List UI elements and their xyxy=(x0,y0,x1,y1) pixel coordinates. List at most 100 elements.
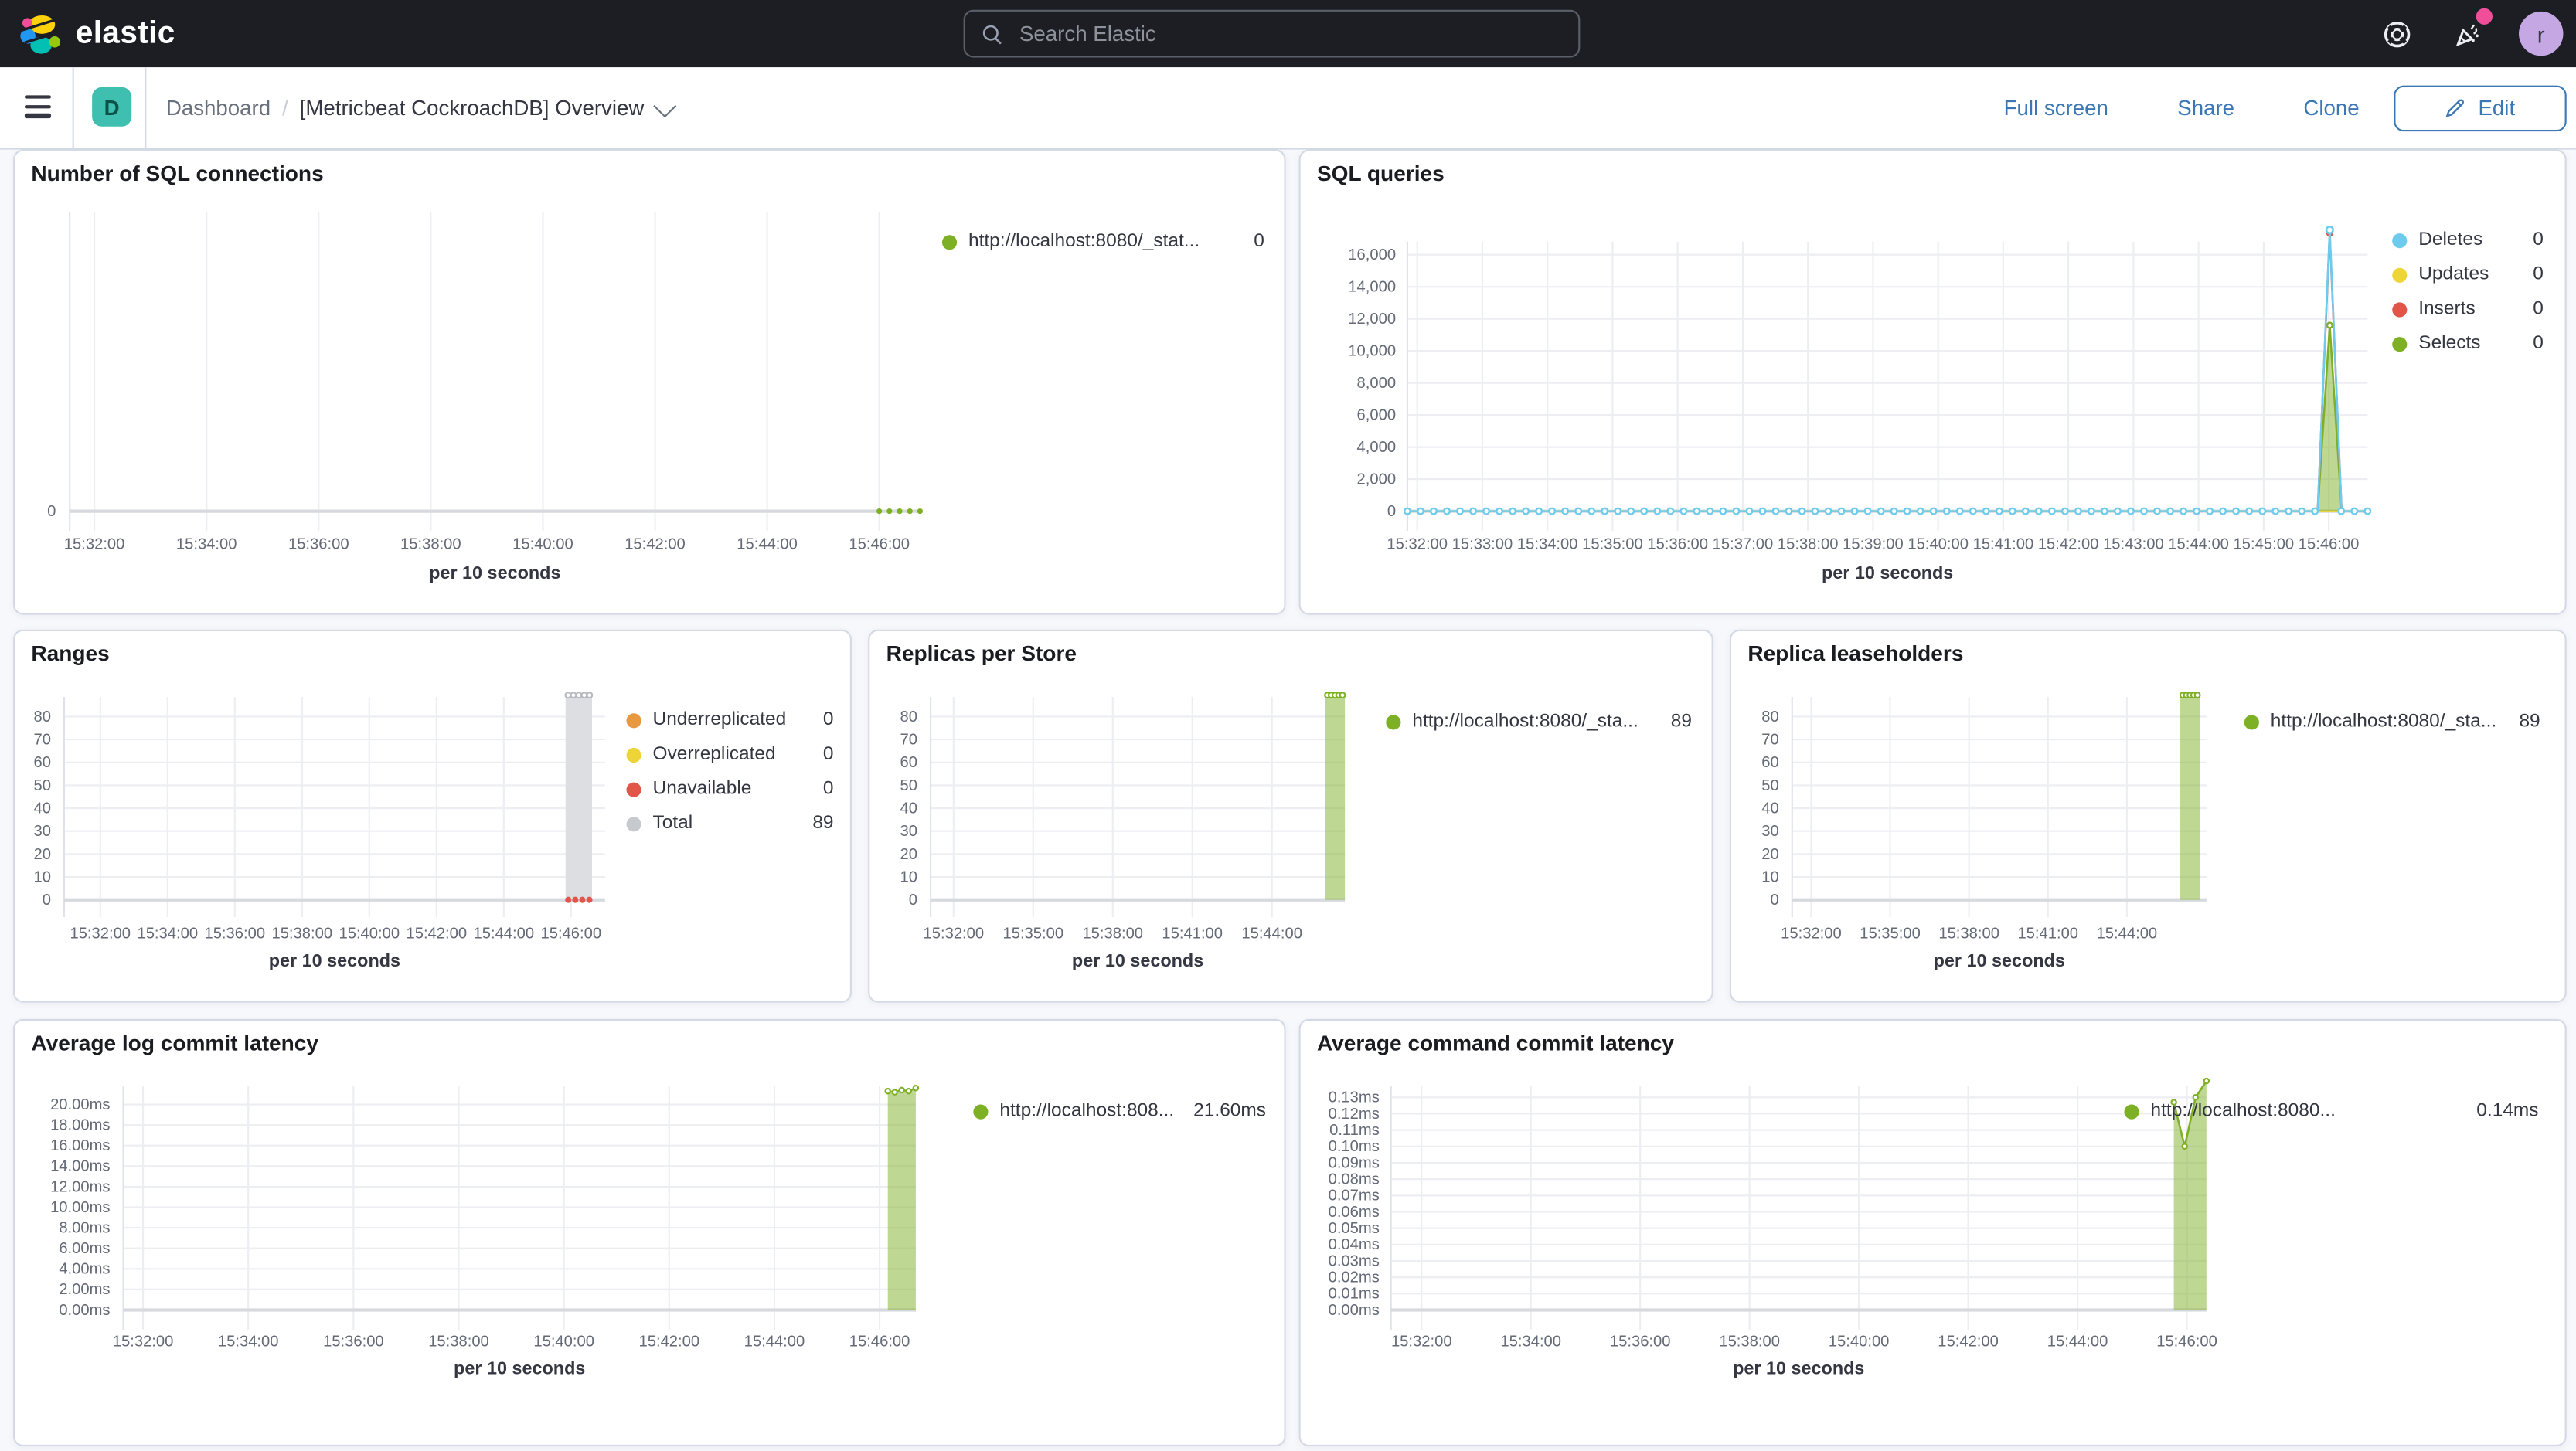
svg-text:6,000: 6,000 xyxy=(1357,407,1397,424)
panel-sql-queries: SQL queries 15:32:00 15:33:00 15:34:00 15:35… xyxy=(1298,149,2567,615)
svg-text:15:44:00: 15:44:00 xyxy=(2168,536,2229,553)
nav-separator xyxy=(72,67,74,148)
elastic-logo[interactable]: elastic xyxy=(20,12,175,55)
panel-replicas-per-store: Replicas per Store 15:32:00 15:35:00 15:38:… xyxy=(868,629,1713,1003)
svg-text:15:34:00: 15:34:00 xyxy=(1517,536,1578,553)
chart-legend: Underreplicated 0 Overreplicated 0 Unavailab… xyxy=(626,707,834,837)
svg-text:15:40:00: 15:40:00 xyxy=(1907,536,1969,553)
svg-text:0.06ms: 0.06ms xyxy=(1329,1204,1380,1221)
search-input[interactable] xyxy=(1016,19,1562,48)
chart-legend: http://localhost:8080... 0.14ms xyxy=(2124,1098,2539,1124)
svg-text:50: 50 xyxy=(33,777,50,794)
legend-item: Unavailable 0 xyxy=(626,776,834,802)
legend-label[interactable]: http://localhost:8080... xyxy=(2150,1101,2336,1121)
global-search[interactable] xyxy=(963,9,1581,58)
panel-ranges: Ranges 15:32:00 15:34:00 15:36:00 15:38:00 15… xyxy=(13,629,852,1003)
svg-text:per 10 seconds: per 10 seconds xyxy=(1934,950,2065,970)
svg-text:10: 10 xyxy=(900,868,917,885)
legend-label[interactable]: http://localhost:8080/_sta... xyxy=(2270,712,2497,732)
svg-text:10: 10 xyxy=(1761,868,1778,885)
svg-text:14,000: 14,000 xyxy=(1348,279,1396,296)
panel-title[interactable]: Ranges xyxy=(31,641,110,666)
svg-text:30: 30 xyxy=(1761,823,1778,840)
panel-title[interactable]: Number of SQL connections xyxy=(31,161,324,186)
legend-label[interactable]: Underreplicated xyxy=(652,709,787,730)
svg-text:15:46:00: 15:46:00 xyxy=(849,1333,910,1350)
panel-avg-command-commit-latency: Average command commit latency 15:32:00 15… xyxy=(1298,1018,2567,1447)
nav-separator xyxy=(145,67,147,148)
svg-text:per 10 seconds: per 10 seconds xyxy=(1822,562,1953,583)
legend-label[interactable]: Inserts xyxy=(2418,299,2476,319)
svg-text:15:34:00: 15:34:00 xyxy=(1500,1333,1561,1350)
svg-text:15:44:00: 15:44:00 xyxy=(2097,926,2158,943)
clone-button[interactable]: Clone xyxy=(2303,95,2360,121)
notification-dot xyxy=(2476,8,2493,25)
legend-value: 0 xyxy=(1254,231,1264,252)
svg-text:8.00ms: 8.00ms xyxy=(59,1219,110,1236)
user-avatar[interactable]: r xyxy=(2519,11,2564,56)
svg-text:40: 40 xyxy=(900,800,917,817)
panel-title[interactable]: Replica leaseholders xyxy=(1747,641,1964,666)
svg-text:40: 40 xyxy=(33,800,50,817)
chart-legend: http://localhost:8080/_sta... 89 xyxy=(1386,709,1692,735)
chevron-down-icon xyxy=(652,93,676,117)
legend-item: Inserts 0 xyxy=(2392,296,2544,322)
legend-item: Overreplicated 0 xyxy=(626,741,834,767)
svg-text:50: 50 xyxy=(1761,777,1778,794)
svg-text:15:32:00: 15:32:00 xyxy=(924,926,985,943)
svg-text:0.13ms: 0.13ms xyxy=(1329,1089,1380,1106)
breadcrumb-dashboard-link[interactable]: Dashboard xyxy=(165,95,271,121)
legend-series-dot-icon xyxy=(2244,714,2259,729)
svg-text:30: 30 xyxy=(33,823,50,840)
help-icon[interactable] xyxy=(2382,20,2411,49)
legend-label[interactable]: Deletes xyxy=(2418,229,2483,250)
share-button[interactable]: Share xyxy=(2177,95,2235,121)
legend-label[interactable]: Unavailable xyxy=(652,779,752,799)
space-badge[interactable]: D xyxy=(92,87,132,127)
panel-title[interactable]: Average log commit latency xyxy=(31,1030,318,1055)
svg-text:15:41:00: 15:41:00 xyxy=(2017,926,2078,943)
legend-value: 0 xyxy=(2533,333,2544,354)
panel-title[interactable]: Average command commit latency xyxy=(1316,1030,1674,1055)
svg-text:15:46:00: 15:46:00 xyxy=(541,926,602,943)
legend-value: 89 xyxy=(1670,712,1692,732)
svg-text:per 10 seconds: per 10 seconds xyxy=(1733,1358,1864,1378)
legend-item: Total 89 xyxy=(626,810,834,837)
logo-wordmark: elastic xyxy=(75,15,175,50)
legend-series-dot-icon xyxy=(626,746,641,763)
newsfeed-icon[interactable] xyxy=(2453,20,2482,49)
legend-label[interactable]: Overreplicated xyxy=(652,744,776,765)
legend-label[interactable]: http://localhost:8080/_stat... xyxy=(968,231,1200,252)
svg-text:0.04ms: 0.04ms xyxy=(1329,1236,1380,1253)
svg-text:2.00ms: 2.00ms xyxy=(59,1281,110,1298)
panel-title[interactable]: SQL queries xyxy=(1316,161,1445,186)
svg-text:60: 60 xyxy=(33,754,50,771)
menu-icon[interactable] xyxy=(24,95,51,118)
full-screen-button[interactable]: Full screen xyxy=(2003,95,2108,121)
elastic-logo-icon xyxy=(20,14,61,53)
legend-value: 0.14ms xyxy=(2476,1101,2539,1121)
legend-item: Underreplicated 0 xyxy=(626,707,834,733)
legend-label[interactable]: Updates xyxy=(2418,264,2489,285)
svg-text:15:46:00: 15:46:00 xyxy=(849,536,910,553)
legend-item: http://localhost:8080... 0.14ms xyxy=(2124,1098,2539,1124)
chart-replica-leaseholders: 15:32:00 15:35:00 15:38:00 15:41:00 15:44:00… xyxy=(1761,692,2207,970)
legend-label[interactable]: Selects xyxy=(2418,333,2481,354)
svg-text:15:40:00: 15:40:00 xyxy=(512,536,573,553)
page-title[interactable]: [Metricbeat CockroachDB] Overview xyxy=(300,93,676,120)
svg-text:15:44:00: 15:44:00 xyxy=(1241,926,1302,943)
legend-label[interactable]: http://localhost:8080/_sta... xyxy=(1412,712,1638,732)
pencil-icon xyxy=(2446,99,2465,118)
svg-text:per 10 seconds: per 10 seconds xyxy=(1072,950,1203,970)
edit-button[interactable]: Edit xyxy=(2394,84,2567,131)
svg-text:15:32:00: 15:32:00 xyxy=(113,1333,174,1350)
legend-label[interactable]: Total xyxy=(652,814,693,834)
panel-title[interactable]: Replicas per Store xyxy=(886,641,1077,666)
svg-text:0.10ms: 0.10ms xyxy=(1329,1138,1380,1155)
svg-text:15:36:00: 15:36:00 xyxy=(288,536,349,553)
legend-series-dot-icon xyxy=(2124,1103,2139,1119)
svg-text:40: 40 xyxy=(1761,800,1778,817)
legend-label[interactable]: http://localhost:808... xyxy=(999,1101,1175,1121)
svg-text:0: 0 xyxy=(1387,503,1396,520)
svg-text:15:34:00: 15:34:00 xyxy=(137,926,198,943)
